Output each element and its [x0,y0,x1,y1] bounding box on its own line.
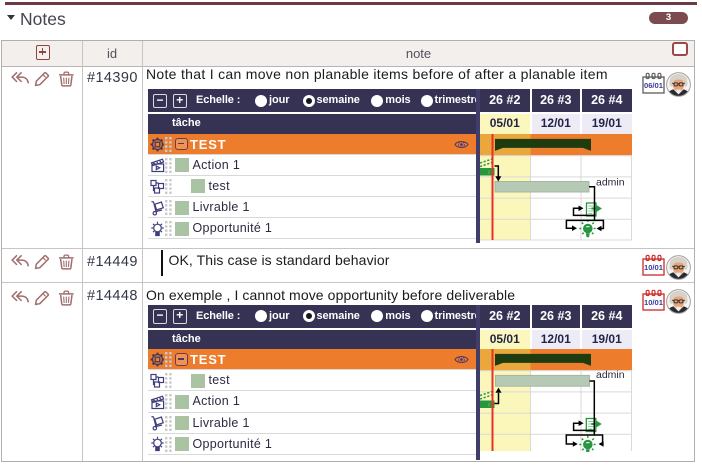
svg-text:10/01: 10/01 [644,263,664,272]
svg-text:06/01: 06/01 [644,81,664,90]
svg-text:admin: admin [596,369,625,381]
svg-text:admin: admin [596,176,625,188]
svg-text:10/01: 10/01 [644,297,664,306]
